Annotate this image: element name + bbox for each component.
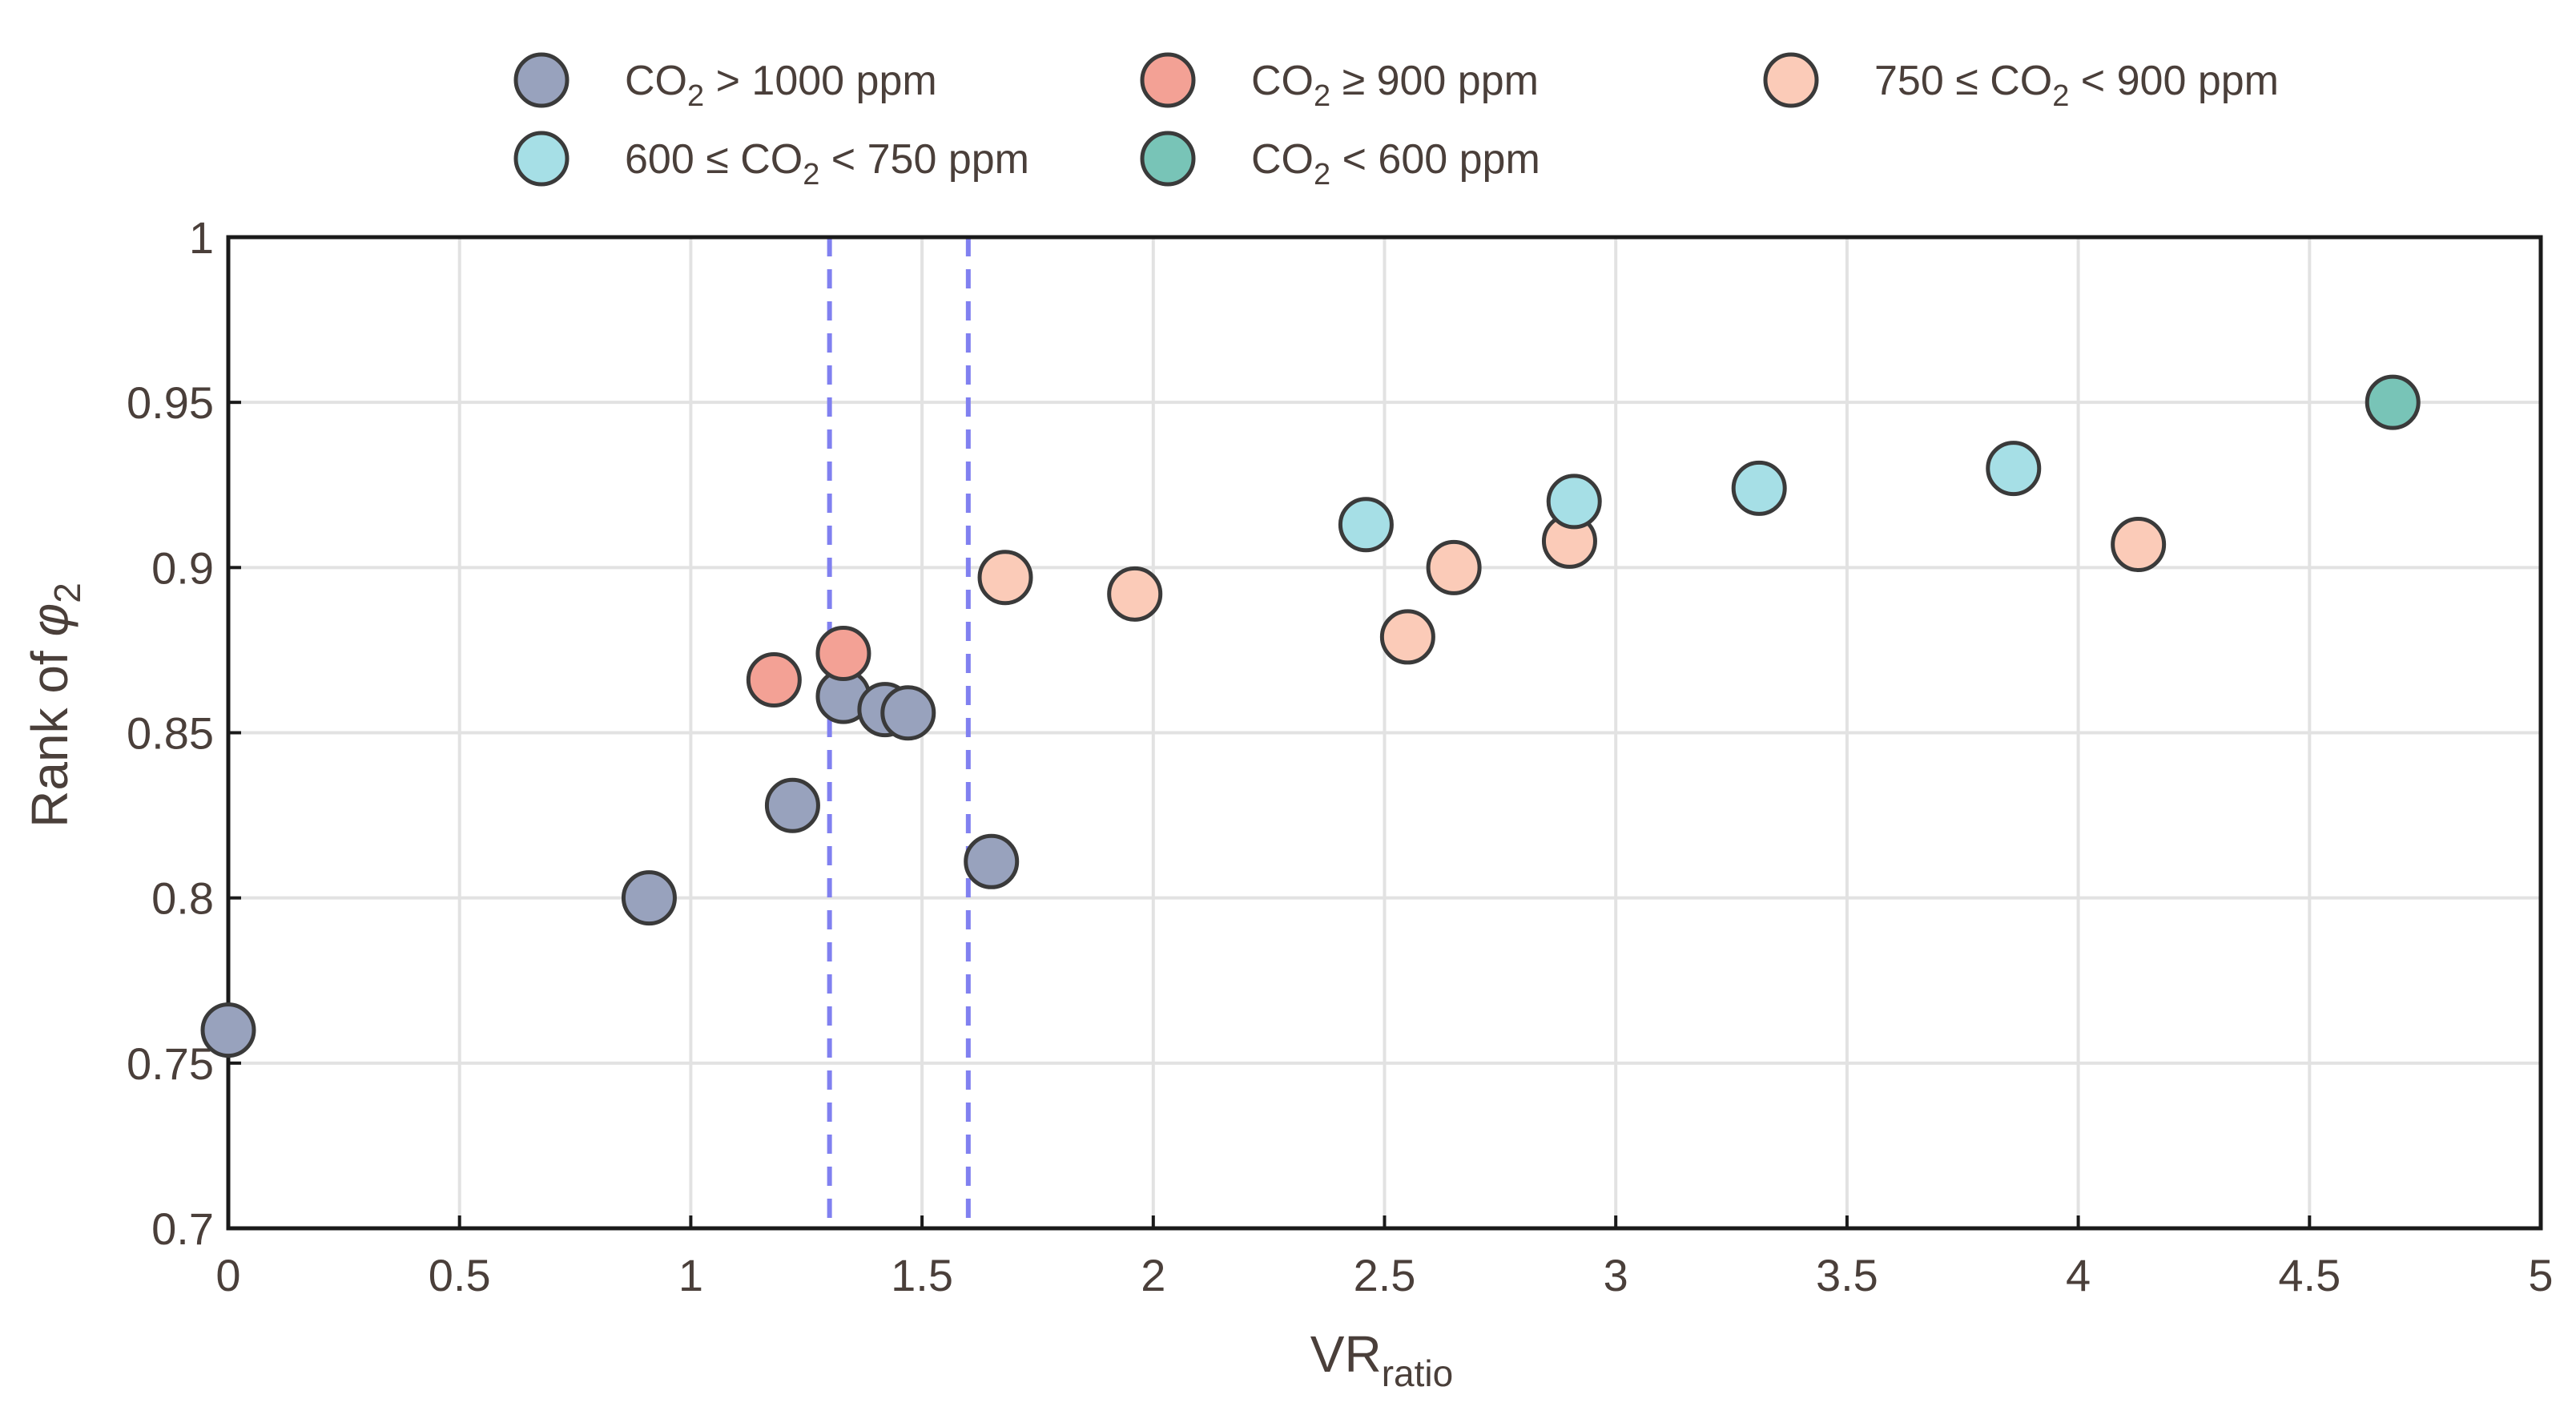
x-axis-title-sub: ratio [1382, 1352, 1453, 1394]
axis-ticks: 0 0.5 1 1.5 2 2.5 3 3.5 4 4.5 5 0.7 0.75 0.8 0.85 0.9 0.… [127, 212, 2554, 1300]
legend-label-text: < 900 ppm [2069, 58, 2279, 104]
x-tick-label: 1 [678, 1250, 703, 1300]
legend-marker-0 [513, 52, 570, 108]
y-tick-label: 0.7 [151, 1203, 214, 1254]
y-tick-label: 1 [189, 212, 214, 263]
x-tick-label: 3.5 [1816, 1250, 1878, 1300]
legend-label-subscript: 2 [687, 79, 704, 113]
data-point-series-2 [1426, 539, 1482, 595]
legend-label-1: CO2 ≥ 900 ppm [1251, 58, 1539, 113]
legend-label-subscript: 2 [1314, 79, 1330, 113]
y-axis-title-sub: 2 [46, 583, 88, 603]
x-tick-label: 1.5 [891, 1250, 953, 1300]
legend-label-text: CO [1251, 58, 1314, 104]
data-point-series-0 [200, 1002, 256, 1058]
data-point-series-0 [880, 685, 936, 741]
legend-marker-1 [1140, 52, 1196, 108]
legend-label-text: < 600 ppm [1330, 136, 1540, 183]
y-axis-title-symbol: φ [21, 603, 78, 637]
data-point-series-3 [1546, 474, 1602, 530]
data-point-series-2 [1107, 566, 1163, 622]
reference-lines [827, 237, 971, 1228]
data-point-series-3 [1986, 441, 2042, 497]
x-tick-label: 2.5 [1354, 1250, 1416, 1300]
legend-marker-2 [1763, 52, 1819, 108]
data-point-series-0 [964, 833, 1020, 889]
data-point-series-1 [815, 626, 871, 682]
legend-label-text: 750 ≤ CO [1874, 58, 2052, 104]
data-point-series-3 [1338, 497, 1394, 553]
data-points [200, 374, 2421, 1058]
y-tick-label: 0.8 [151, 873, 214, 924]
legend-label-text: CO [625, 58, 687, 104]
legend-label-subscript: 2 [1314, 158, 1330, 191]
legend-label-subscript: 2 [2052, 79, 2069, 113]
data-point-series-0 [764, 777, 820, 833]
legend-label-4: CO2 < 600 ppm [1251, 136, 1540, 191]
legend-label-text: CO [1251, 136, 1314, 183]
x-tick-label: 4 [2066, 1250, 2091, 1300]
x-tick-label: 2 [1141, 1250, 1165, 1300]
legend-marker-4 [1140, 131, 1196, 187]
x-tick-label: 5 [2528, 1250, 2553, 1300]
data-point-series-3 [1731, 460, 1787, 516]
data-point-series-4 [2365, 374, 2421, 430]
data-point-series-0 [621, 870, 677, 926]
data-point-series-2 [1379, 609, 1435, 665]
y-tick-label: 0.9 [151, 542, 214, 593]
legend-label-0: CO2 > 1000 ppm [625, 58, 937, 113]
x-axis-title-main: VR [1310, 1325, 1382, 1383]
y-axis-title-main: Rank of [21, 637, 78, 828]
legend-label-text: 600 ≤ CO [625, 136, 803, 183]
x-tick-label: 4.5 [2278, 1250, 2341, 1300]
x-axis-title: VRratio [1310, 1325, 1453, 1394]
legend-label-3: 600 ≤ CO2 < 750 ppm [625, 136, 1029, 191]
legend-label-2: 750 ≤ CO2 < 900 ppm [1874, 58, 2279, 113]
data-point-series-2 [977, 550, 1033, 606]
legend: CO2 > 1000 ppm CO2 ≥ 900 ppm 750 ≤ CO2 < 9… [513, 52, 2279, 191]
legend-label-subscript: 2 [803, 158, 819, 191]
legend-label-text: ≥ 900 ppm [1330, 58, 1539, 104]
data-point-series-2 [2111, 516, 2167, 572]
y-axis-title: Rank of φ2 [21, 583, 88, 828]
legend-label-text: < 750 ppm [819, 136, 1029, 183]
legend-marker-3 [513, 131, 570, 187]
y-tick-label: 0.75 [127, 1038, 214, 1089]
y-tick-label: 0.85 [127, 708, 214, 759]
x-tick-label: 0.5 [429, 1250, 491, 1300]
x-tick-label: 0 [215, 1250, 240, 1300]
x-tick-label: 3 [1604, 1250, 1628, 1300]
data-point-series-1 [746, 652, 802, 708]
legend-label-text: > 1000 ppm [704, 58, 937, 104]
y-tick-label: 0.95 [127, 377, 214, 428]
